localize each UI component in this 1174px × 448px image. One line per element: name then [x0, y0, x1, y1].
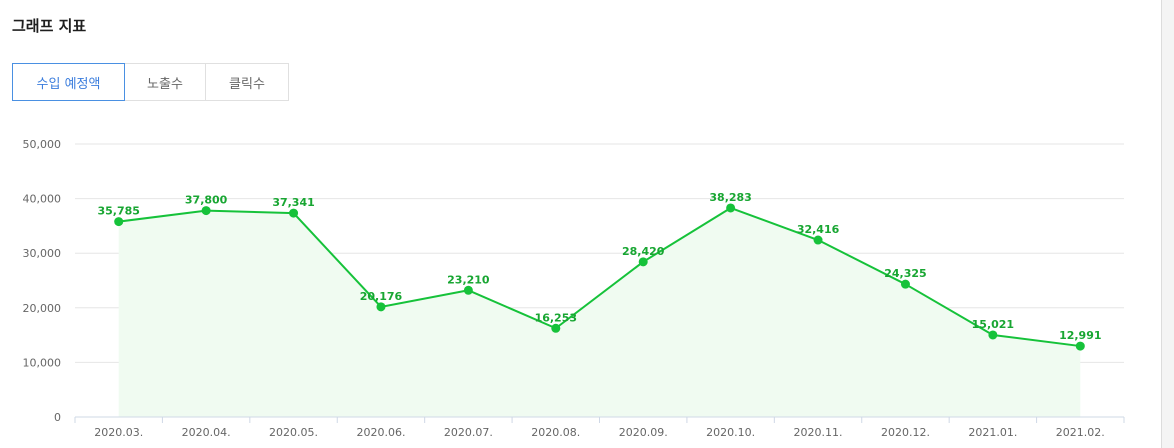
y-tick-label: 40,000 [23, 193, 62, 206]
x-tick-label: 2020.10. [706, 426, 755, 439]
data-label: 35,785 [97, 205, 139, 218]
y-tick-label: 20,000 [23, 302, 62, 315]
y-tick-label: 0 [54, 411, 61, 424]
x-tick-label: 2020.05. [269, 426, 318, 439]
x-tick-label: 2021.01. [968, 426, 1017, 439]
y-tick-label: 10,000 [23, 356, 62, 369]
data-point [900, 279, 910, 289]
x-tick-label: 2021.02. [1056, 426, 1105, 439]
data-label: 28,420 [622, 245, 665, 258]
data-label: 12,991 [1059, 329, 1101, 342]
data-label: 20,176 [360, 290, 403, 303]
data-label: 23,210 [447, 273, 490, 286]
x-tick-label: 2020.08. [531, 426, 580, 439]
x-tick-label: 2020.06. [356, 426, 405, 439]
series-line [118, 206, 1081, 348]
data-point [114, 217, 124, 227]
data-point [551, 323, 561, 333]
tab-clicks[interactable]: 클릭수 [205, 63, 289, 101]
tab-expected-revenue[interactable]: 수입 예정액 [12, 63, 125, 101]
data-label: 16,253 [535, 311, 577, 324]
x-tick-label: 2020.11. [794, 426, 843, 439]
x-tick-label: 2020.04. [182, 426, 231, 439]
data-point [463, 285, 473, 295]
data-point [289, 208, 299, 218]
data-point [376, 302, 386, 312]
x-tick-label: 2020.12. [881, 426, 930, 439]
x-tick-label: 2020.07. [444, 426, 493, 439]
y-tick-label: 50,000 [23, 138, 62, 151]
data-point [988, 330, 998, 340]
x-tick-label: 2020.09. [619, 426, 668, 439]
data-label: 37,800 [185, 194, 228, 207]
data-point [726, 203, 736, 213]
y-tick-label: 30,000 [23, 247, 62, 260]
scrollbar[interactable] [1161, 0, 1174, 448]
data-label: 24,325 [884, 267, 926, 280]
data-point [813, 235, 823, 245]
data-label: 37,341 [272, 196, 314, 209]
data-label: 15,021 [972, 318, 1014, 331]
data-label: 32,416 [797, 223, 840, 236]
page-title: 그래프 지표 [12, 17, 87, 35]
data-point [1075, 341, 1085, 351]
data-point [638, 257, 648, 267]
area-fill [118, 207, 1081, 417]
x-tick-label: 2020.03. [94, 426, 143, 439]
metric-tabs: 수입 예정액 노출수 클릭수 [12, 63, 289, 101]
data-point [201, 206, 211, 216]
data-label: 38,283 [709, 191, 751, 204]
